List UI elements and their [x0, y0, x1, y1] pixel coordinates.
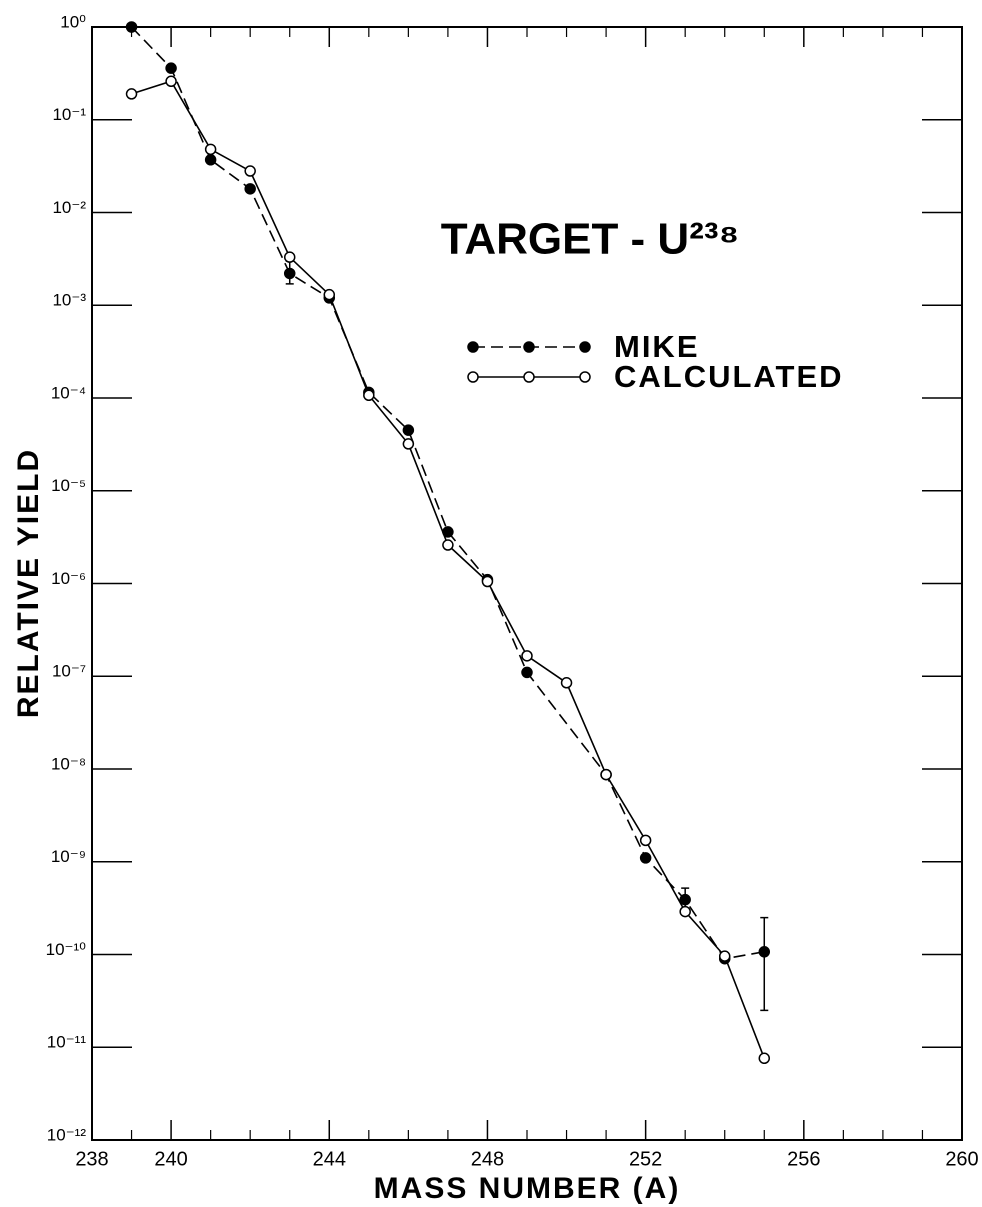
y-axis-label: RELATIVE YIELD	[12, 448, 45, 718]
data-point	[165, 62, 177, 74]
data-point	[758, 946, 771, 958]
data-point	[125, 88, 138, 100]
data-point	[244, 165, 256, 177]
y-tick-label: 10⁻¹	[52, 105, 86, 124]
y-tick-label: 10⁻¹¹	[47, 1033, 87, 1052]
error-bar	[760, 916, 769, 1012]
data-point	[521, 666, 533, 679]
data-point	[718, 950, 731, 962]
y-tick-label: 10⁻⁵	[51, 476, 86, 495]
y-tick-label: 10⁻²	[52, 198, 86, 217]
y-tick-label: 10⁻⁷	[52, 662, 86, 681]
legend-label: CALCULATED	[614, 359, 844, 394]
data-point	[442, 539, 454, 551]
data-point	[204, 143, 217, 156]
y-tick-label: 10⁰	[60, 12, 86, 31]
data-point	[679, 905, 691, 918]
y-tick-label: 10⁻⁹	[51, 847, 86, 866]
x-tick-label: 252	[629, 1148, 662, 1170]
legend-marker	[523, 341, 535, 353]
legend-marker	[523, 371, 535, 383]
data-point	[402, 424, 415, 436]
x-tick-label: 260	[945, 1148, 978, 1170]
data-point	[283, 251, 296, 263]
legend-marker	[579, 371, 591, 383]
x-tick-label: 248	[471, 1148, 504, 1170]
data-point	[679, 893, 691, 906]
data-point	[204, 154, 217, 166]
data-point	[758, 1052, 771, 1065]
y-tick-label: 10⁻⁴	[51, 383, 86, 402]
data-point	[639, 852, 652, 864]
data-point	[283, 267, 296, 280]
data-point	[639, 834, 652, 847]
y-tick-label: 10⁻⁸	[51, 754, 86, 773]
data-point	[363, 389, 375, 402]
y-tick-label: 10⁻⁶	[51, 569, 86, 588]
y-tick-label: 10⁻³	[52, 291, 86, 310]
data-point	[323, 288, 336, 301]
data-point	[125, 21, 138, 33]
data-point	[560, 677, 573, 689]
x-tick-label: 240	[154, 1148, 187, 1170]
data-point	[600, 768, 612, 781]
y-tick-label: 10⁻¹⁰	[46, 940, 87, 959]
x-tick-label: 256	[787, 1148, 820, 1170]
data-point	[402, 438, 415, 450]
y-tick-label: 10⁻¹²	[47, 1125, 87, 1144]
data-point	[244, 183, 256, 195]
data-point	[521, 650, 533, 662]
data-point	[165, 75, 177, 88]
x-axis-label: MASS NUMBER (A)	[374, 1172, 681, 1205]
legend-marker	[467, 371, 479, 383]
data-point	[481, 575, 494, 588]
legend-marker	[579, 341, 591, 353]
x-tick-label: 238	[75, 1148, 108, 1170]
legend-label: MIKE	[614, 329, 700, 364]
series-line	[130, 26, 765, 960]
legend-marker	[467, 341, 479, 353]
chart-title: TARGET - U²³⁸	[441, 215, 740, 264]
x-tick-label: 244	[313, 1148, 346, 1170]
